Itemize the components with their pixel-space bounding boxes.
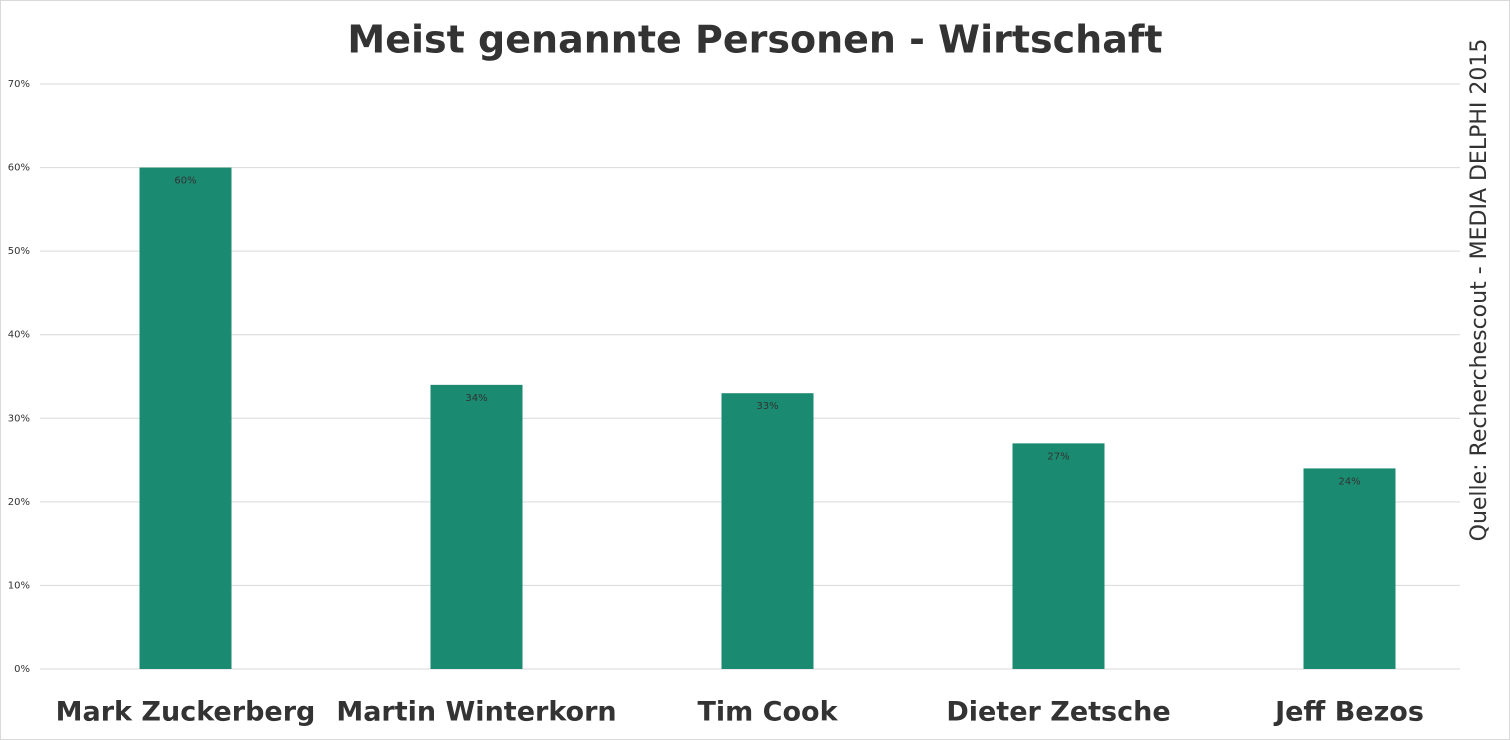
data-label: 27% (1047, 451, 1069, 462)
x-tick-label: Martin Winterkorn (336, 697, 616, 728)
y-tick-label: 10% (8, 580, 30, 591)
bar (1012, 443, 1105, 669)
bar (430, 384, 523, 669)
y-tick-label: 20% (8, 497, 30, 508)
bar (1303, 468, 1396, 669)
data-label: 33% (756, 401, 778, 412)
y-tick-label: 30% (8, 413, 30, 424)
data-label: 24% (1338, 476, 1360, 487)
y-tick-label: 70% (8, 79, 30, 90)
data-label: 60% (174, 176, 196, 187)
x-tick-label: Jeff Bezos (1273, 697, 1424, 728)
x-tick-label: Dieter Zetsche (946, 697, 1170, 728)
y-tick-label: 60% (8, 163, 30, 174)
source-note: Quelle: Recherchescout - MEDIA DELPHI 20… (1467, 39, 1492, 542)
x-tick-label: Tim Cook (697, 697, 838, 728)
bar (721, 393, 814, 669)
x-tick-label: Mark Zuckerberg (56, 697, 316, 728)
bar (139, 167, 232, 670)
y-tick-label: 50% (8, 246, 30, 257)
data-label: 34% (465, 393, 487, 404)
y-tick-label: 40% (8, 330, 30, 341)
chart-title: Meist genannte Personen - Wirtschaft (347, 18, 1162, 62)
y-tick-label: 0% (14, 664, 30, 675)
